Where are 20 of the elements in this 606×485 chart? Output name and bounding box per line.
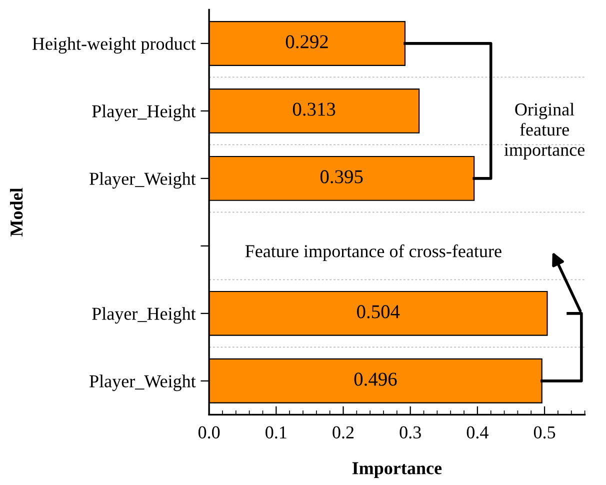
annotation: Original feature importance	[504, 102, 585, 160]
y-axis-title: Model	[10, 188, 23, 236]
y-tick-label: Player_Weight	[90, 374, 196, 392]
annotation: Feature importance of cross-feature	[245, 244, 502, 261]
x-tick-label: 0.0	[198, 426, 220, 439]
data-label: 0.292	[286, 35, 328, 48]
x-tick-label: 0.1	[266, 426, 286, 439]
data-label: 0.313	[292, 102, 336, 116]
y-tick-label: Player_Height	[92, 104, 196, 122]
y-tick-label: Player_Weight	[90, 172, 196, 189]
x-tick-label: 0.4	[466, 426, 488, 439]
x-tick-label: 0.2	[332, 426, 354, 439]
data-label: 0.504	[357, 305, 400, 318]
data-label: 0.496	[354, 372, 397, 386]
y-tick-label: Player_Height	[92, 307, 196, 324]
data-label: 0.395	[320, 170, 363, 184]
x-axis-title: Importance	[352, 462, 442, 478]
y-tick-label: Height-weight product	[32, 37, 196, 54]
x-tick-label: 0.3	[400, 426, 421, 439]
x-tick-label: 0.5	[534, 426, 556, 439]
